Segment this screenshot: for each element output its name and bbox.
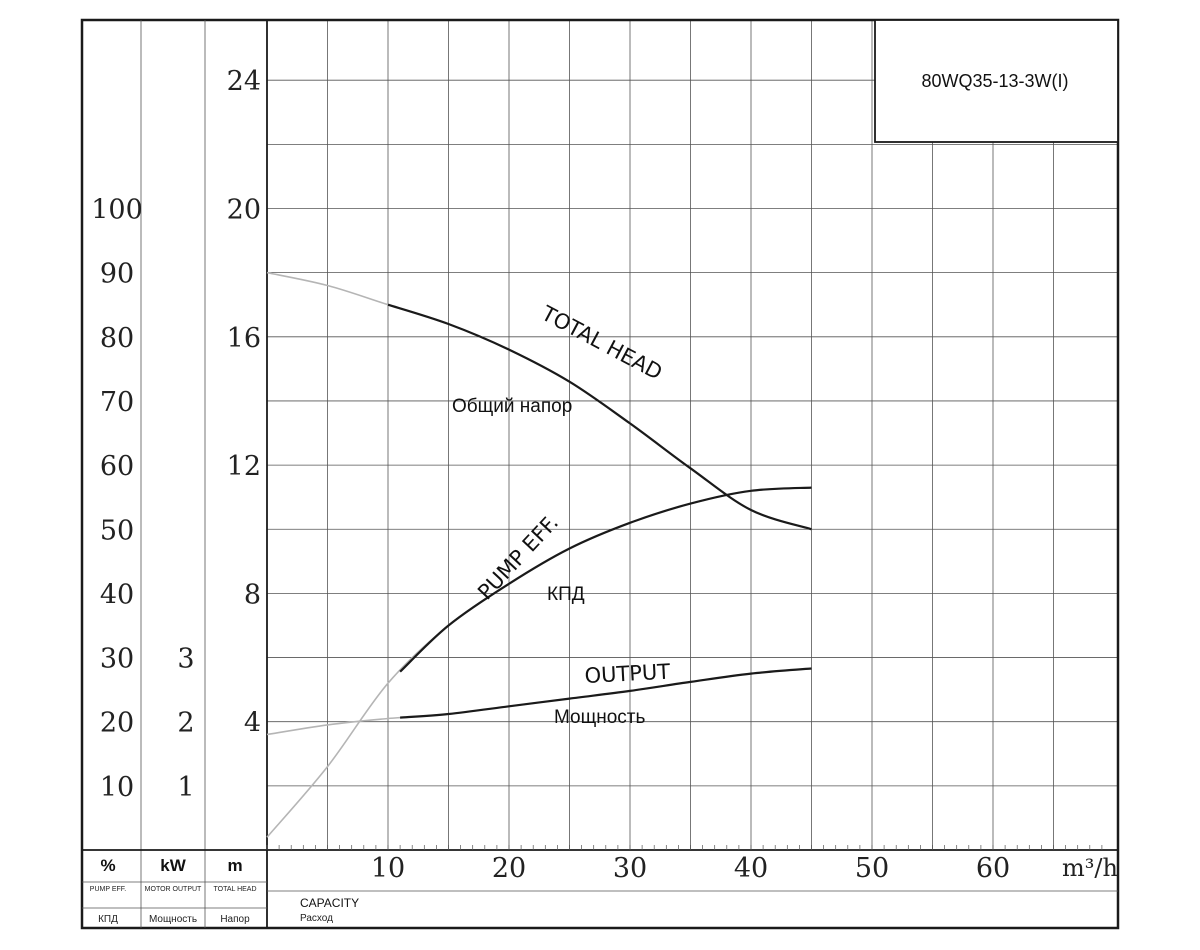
eff-tick-label: 50 <box>100 515 134 546</box>
chart-frame <box>80 18 1120 930</box>
eff-tick-label: 90 <box>100 259 134 290</box>
outer-border <box>80 18 1120 930</box>
m-sub: TOTAL HEAD <box>213 886 256 893</box>
kw-sub: MOTOR OUTPUT <box>145 886 202 893</box>
eff-tick-label: 20 <box>100 708 134 739</box>
axis-ticks: 10 20 30 40 50 604812162024102030405060708090… <box>91 66 1010 884</box>
eff-tick-label: 70 <box>100 387 134 418</box>
head-tick-label: 24 <box>227 66 261 97</box>
eff-tick-label: 10 <box>100 772 134 803</box>
head-tick-label: 8 <box>244 579 261 610</box>
m-unit: m <box>227 856 242 875</box>
model-label: 80WQ35-13-3W(I) <box>921 71 1068 91</box>
pct-sub: PUMP EFF. <box>90 886 126 893</box>
pump-eff-label-ru: КПД <box>547 584 585 605</box>
head-tick-label: 20 <box>227 195 261 226</box>
output-label-ru: Мощность <box>554 707 646 728</box>
power-tick-label: 2 <box>177 708 194 739</box>
total-head-label-ru: Общий напор <box>452 396 572 417</box>
total-headcurve <box>387 303 812 531</box>
output-label: OUTPUT <box>584 660 671 688</box>
x-tick-label: 10 <box>371 853 405 884</box>
pct-ru: КПД <box>98 914 118 925</box>
eff-tick-label: 40 <box>100 579 134 610</box>
eff-tick-label: 30 <box>100 644 134 675</box>
eff-tick-label: 100 <box>91 195 143 226</box>
kw-unit: kW <box>160 856 186 875</box>
x-tick-label: 40 <box>734 853 768 884</box>
eff-tick-label: 60 <box>100 451 134 482</box>
power-tick-label: 3 <box>177 644 194 675</box>
head-tick-label: 4 <box>244 708 261 739</box>
x-tick-label: 60 <box>976 853 1010 884</box>
model-box <box>874 19 1119 143</box>
capacity-label: CAPACITY <box>300 896 359 910</box>
pct-unit: % <box>100 856 115 875</box>
outputcurve <box>400 667 812 719</box>
x-tick-label: 50 <box>855 853 889 884</box>
power-tick-label: 1 <box>177 772 194 803</box>
head-tick-label: 16 <box>227 323 261 354</box>
pump-eff-curve <box>399 486 812 673</box>
m-ru: Напор <box>220 914 250 925</box>
total-head-label: TOTAL HEAD <box>537 301 666 385</box>
kw-ru: Мощность <box>149 914 197 925</box>
x-unit: m³/h <box>1062 854 1118 882</box>
grid <box>267 20 1118 850</box>
eff-tick-label: 80 <box>100 323 134 354</box>
x-tick-label: 20 <box>492 853 526 884</box>
x-tick-label: 30 <box>613 853 647 884</box>
curves <box>266 271 812 838</box>
capacity-label-ru: Расход <box>300 913 333 924</box>
head-tick-label: 12 <box>227 451 261 482</box>
